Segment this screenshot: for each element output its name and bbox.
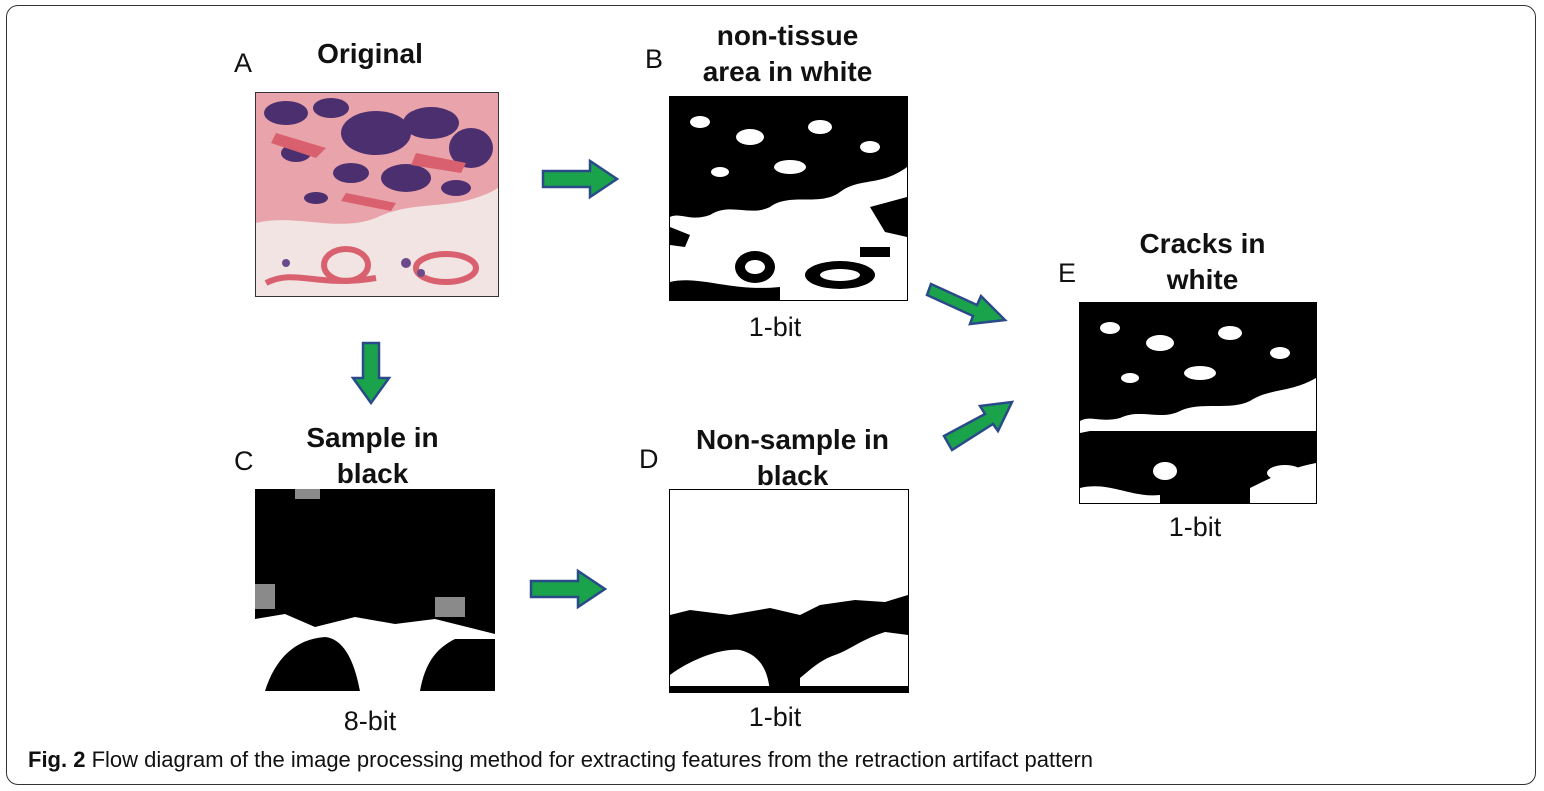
panel-d-title: Non-sample in black: [665, 422, 920, 494]
panel-c-title: Sample in black: [270, 420, 475, 492]
panel-b-letter: B: [645, 44, 664, 74]
arrow-b-to-e: [925, 282, 1008, 326]
panel-a-title: Original: [317, 38, 423, 69]
non-tissue-mask-image: [669, 96, 908, 301]
arrow-d-to-e: [942, 400, 1015, 452]
panel-d-bit-depth: 1-bit: [748, 702, 802, 732]
arrow-c-to-d: [529, 568, 608, 610]
panel-d-title-line2: black: [756, 460, 829, 491]
arrow-a-to-b: [541, 158, 620, 200]
panel-d-letter: D: [639, 444, 659, 474]
panel-c-title-line1: Sample in: [306, 422, 439, 453]
arrow-a-to-c: [350, 341, 392, 406]
non-sample-mask-image: [669, 489, 909, 693]
figure-label: Fig. 2: [28, 747, 86, 772]
panel-c-letter: C: [234, 446, 254, 476]
panel-b-title-line2: area in white: [702, 56, 873, 87]
original-histology-image: [255, 92, 499, 297]
panel-e-title-line2: white: [1166, 264, 1239, 295]
sample-mask-8bit-image: [255, 489, 495, 691]
panel-c-bit-depth: 8-bit: [343, 706, 397, 736]
panel-b-title-line1: non-tissue: [716, 20, 859, 51]
figure-caption-text: Flow diagram of the image processing met…: [85, 747, 1094, 772]
panel-b-title: non-tissue area in white: [670, 18, 905, 90]
figure-caption: Fig. 2 Flow diagram of the image process…: [28, 745, 1093, 775]
figure-frame: [6, 5, 1536, 785]
panel-a-letter: A: [234, 48, 253, 78]
panel-c-title-line2: black: [336, 458, 409, 489]
panel-e-title: Cracks in white: [1100, 226, 1305, 298]
panel-e-bit-depth: 1-bit: [1168, 512, 1222, 542]
panel-d-title-line1: Non-sample in: [696, 424, 889, 455]
panel-b-bit-depth: 1-bit: [748, 312, 802, 342]
panel-e-letter: E: [1058, 258, 1077, 288]
cracks-mask-image: [1079, 302, 1317, 504]
panel-e-title-line1: Cracks in: [1139, 228, 1266, 259]
